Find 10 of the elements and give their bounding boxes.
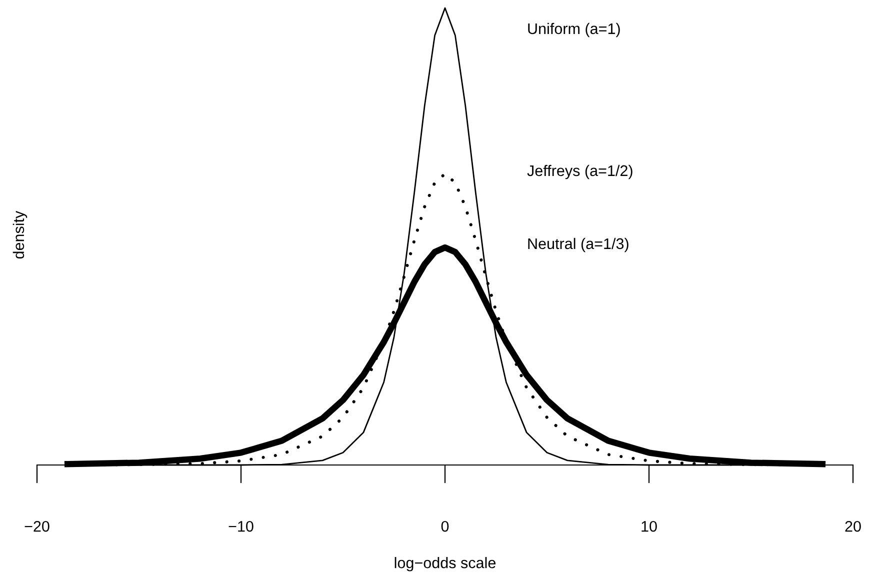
x-tick-label: −10: [228, 520, 254, 532]
x-tick-label: 10: [642, 520, 657, 532]
x-tick-label: 0: [441, 520, 449, 532]
annotation: Uniform (a=1): [528, 22, 620, 38]
y-axis-title: density: [12, 210, 28, 259]
x-axis-title: log−odds scale: [394, 557, 496, 572]
annotation: Neutral (a=1/3): [528, 238, 628, 252]
annotation: Jeffreys (a=1/2): [527, 164, 632, 180]
x-tick-label: 20: [845, 520, 861, 532]
x-tick-label: −20: [24, 520, 50, 532]
